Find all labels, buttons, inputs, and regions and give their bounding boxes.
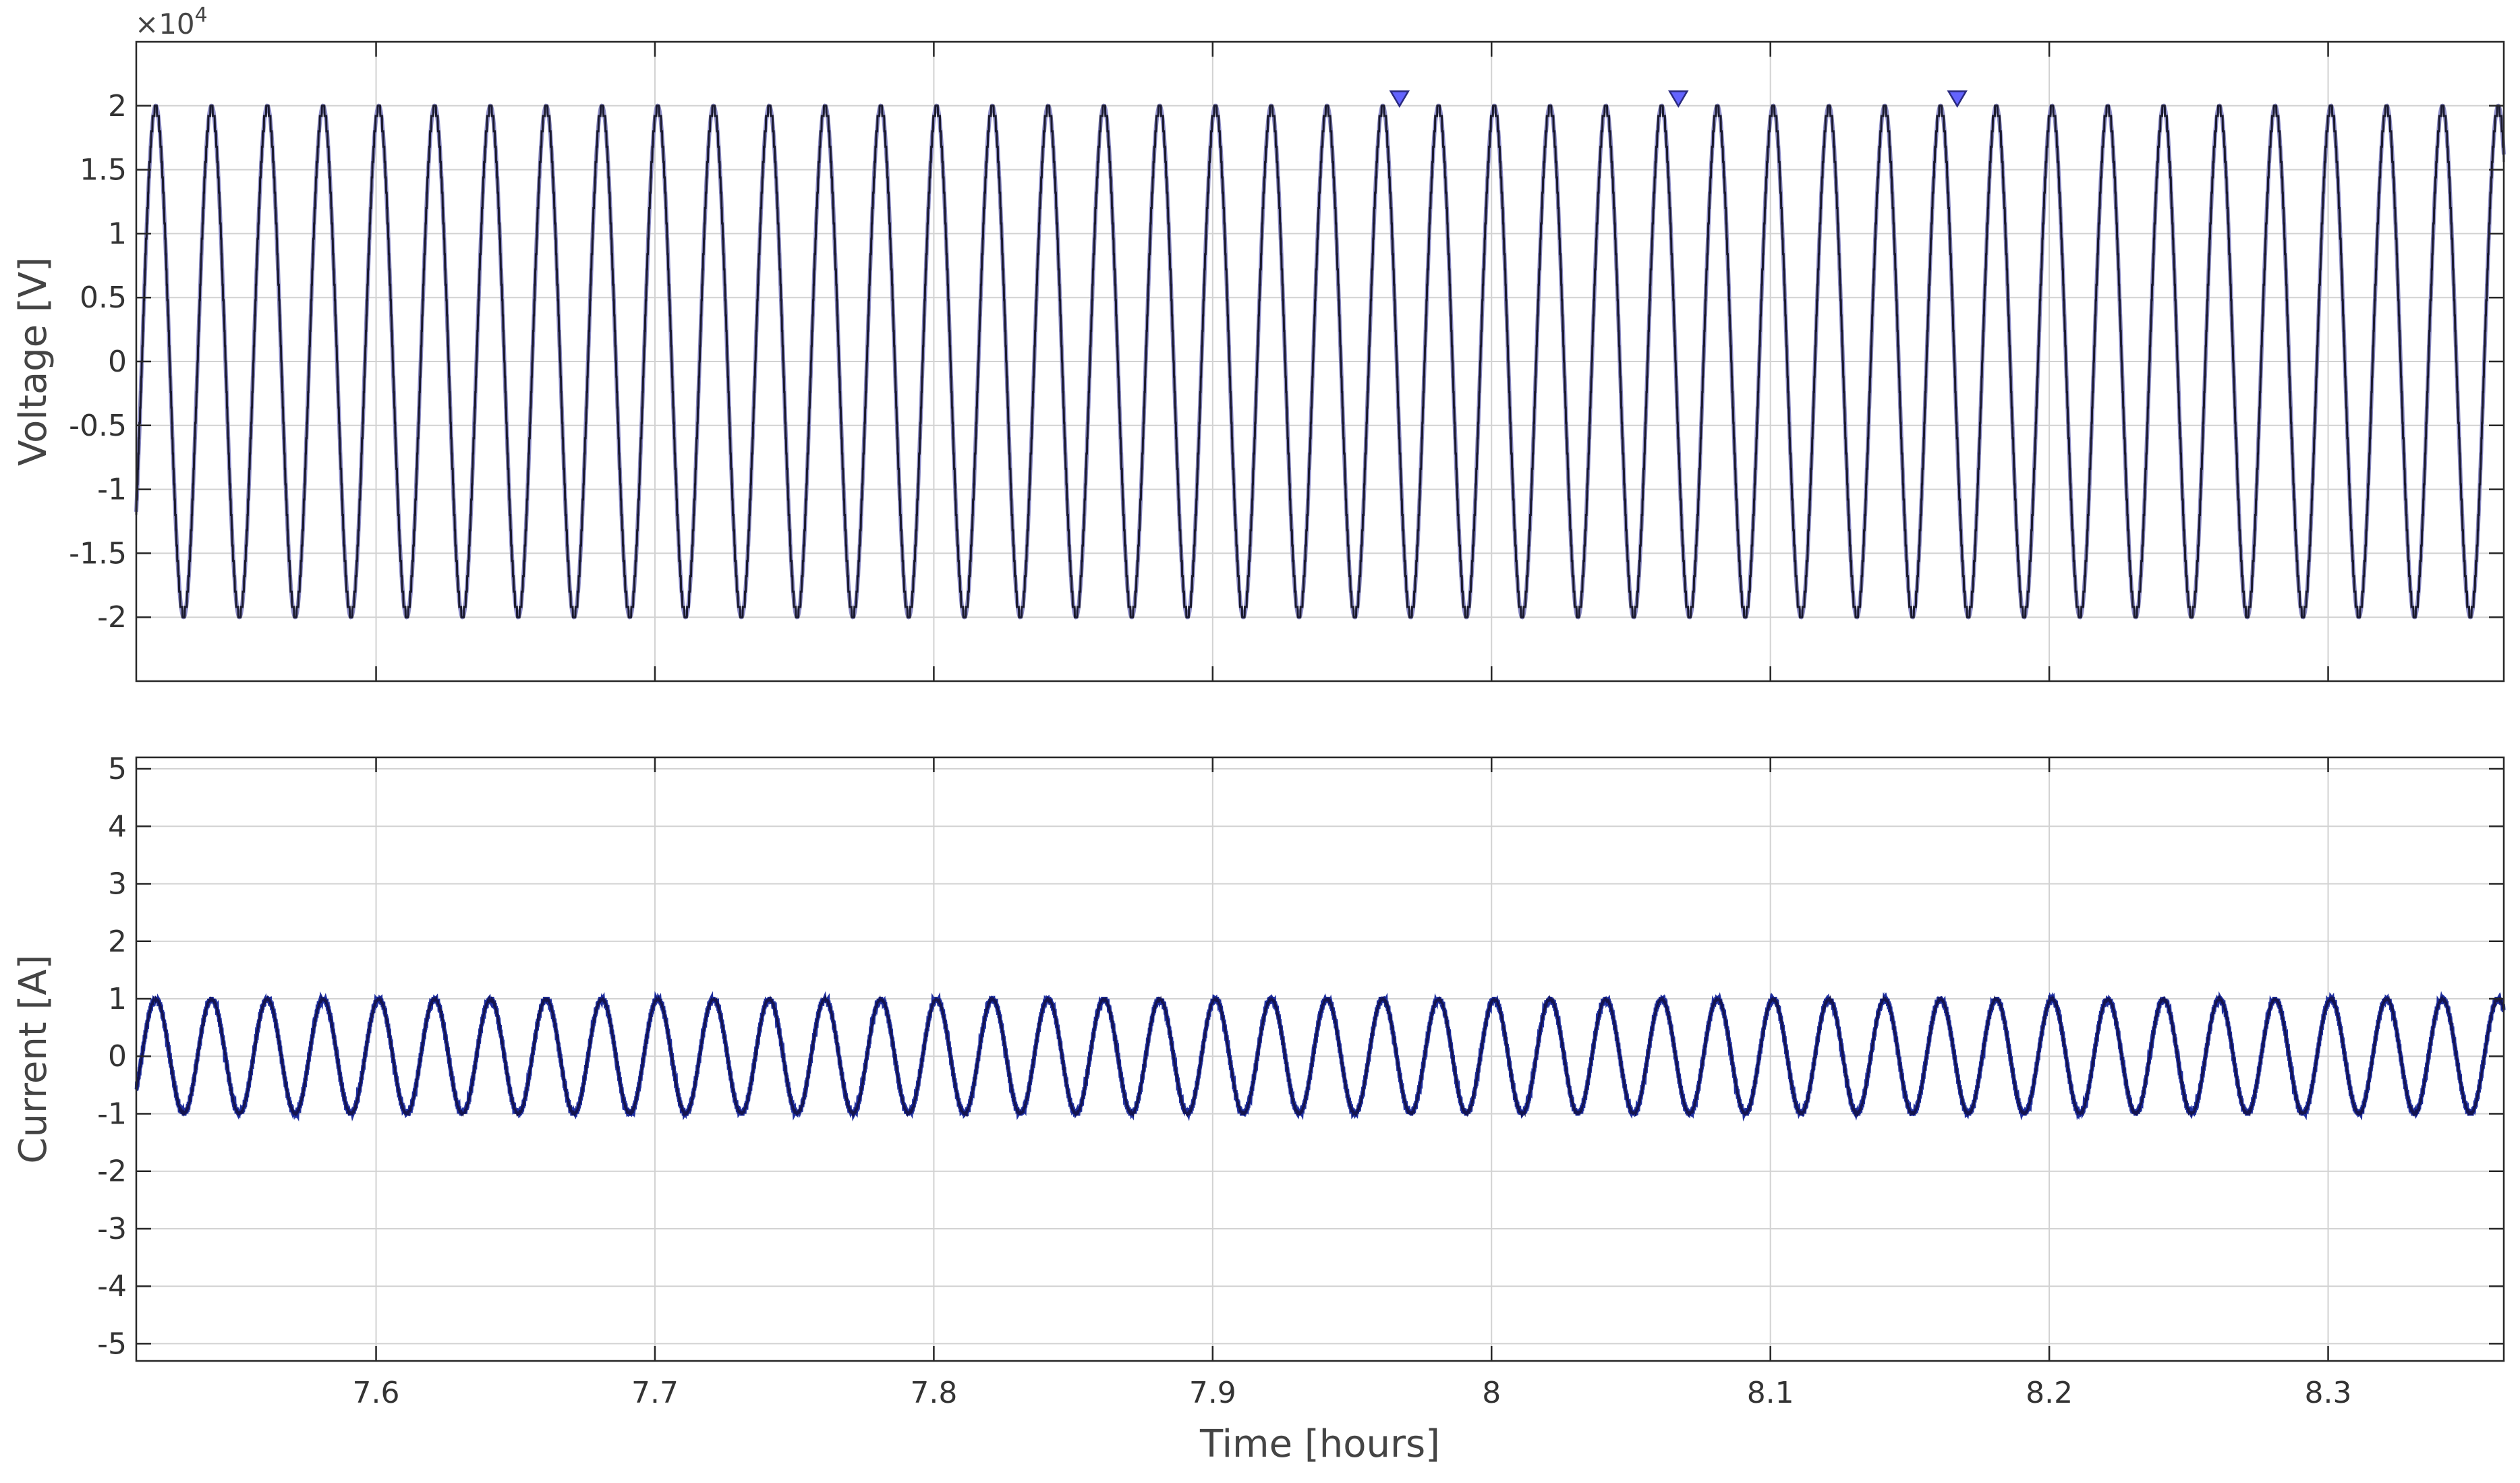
time-xtick-label: 7.9 (1189, 1376, 1236, 1410)
voltage-series-line (135, 105, 2505, 618)
current-series (134, 991, 2506, 1122)
voltage-ytick-label: -0.5 (69, 409, 127, 443)
voltage-ytick-labels: -2 -1.5 -1 -0.5 0 0.5 1 1.5 2 (69, 89, 127, 635)
voltage-ytick-label: -2 (97, 600, 127, 635)
voltage-peak-marker (1389, 90, 1410, 108)
voltage-peak-marker (1947, 90, 1968, 108)
current-ytick-label: -2 (97, 1155, 127, 1189)
current-ytick-label: -5 (97, 1327, 127, 1361)
voltage-series (134, 103, 2506, 620)
current-axes-box (135, 756, 2505, 1362)
time-xtick-label: 7.8 (910, 1376, 957, 1410)
voltage-exponent-label: ×104 (135, 3, 208, 40)
current-ticks (136, 757, 2504, 1361)
voltage-ytick-label: 0 (108, 345, 127, 379)
time-xtick-labels: 7.6 7.7 7.8 7.9 8 8.1 8.2 8.3 (353, 1376, 2352, 1410)
time-xtick-label: 8 (1482, 1376, 1501, 1410)
voltage-ytick-label: 0.5 (80, 281, 127, 315)
voltage-peak-marker (1668, 90, 1689, 108)
current-ytick-label: -4 (97, 1269, 127, 1304)
current-ytick-label: -3 (97, 1212, 127, 1246)
voltage-peak-markers (1389, 90, 1968, 108)
voltage-ytick-label: 1 (108, 216, 127, 251)
current-ytick-label: 1 (108, 982, 127, 1016)
current-ytick-label: 2 (108, 925, 127, 959)
current-grid (136, 757, 2504, 1361)
time-xtick-label: 7.6 (353, 1376, 400, 1410)
time-xtick-label: 7.7 (631, 1376, 679, 1410)
current-ytick-label: 5 (108, 752, 127, 786)
time-xtick-label: 8.3 (2305, 1376, 2352, 1410)
current-ylabel: Current [A] (11, 954, 55, 1163)
voltage-panel: -2 -1.5 -1 -0.5 0 0.5 1 1.5 2 ×104 Voltage [V] (11, 3, 2506, 682)
current-ytick-label: 3 (108, 867, 127, 902)
voltage-ytick-label: -1.5 (69, 536, 127, 571)
time-xtick-label: 8.2 (2026, 1376, 2073, 1410)
current-ytick-label: 4 (108, 809, 127, 844)
voltage-ytick-label: 2 (108, 89, 127, 123)
voltage-ticks (136, 42, 2504, 681)
voltage-ytick-label: -1 (97, 473, 127, 507)
time-xlabel: Time [hours] (1199, 1422, 1440, 1466)
voltage-ylabel: Voltage [V] (11, 257, 55, 466)
time-xtick-label: 8.1 (1747, 1376, 1794, 1410)
current-series-line (135, 995, 2505, 1118)
current-ytick-label: -1 (97, 1097, 127, 1131)
current-ytick-labels: -5 -4 -3 -2 -1 0 1 2 3 4 5 (97, 752, 127, 1361)
voltage-ytick-label: 1.5 (80, 153, 127, 187)
current-ytick-label: 0 (108, 1039, 127, 1074)
